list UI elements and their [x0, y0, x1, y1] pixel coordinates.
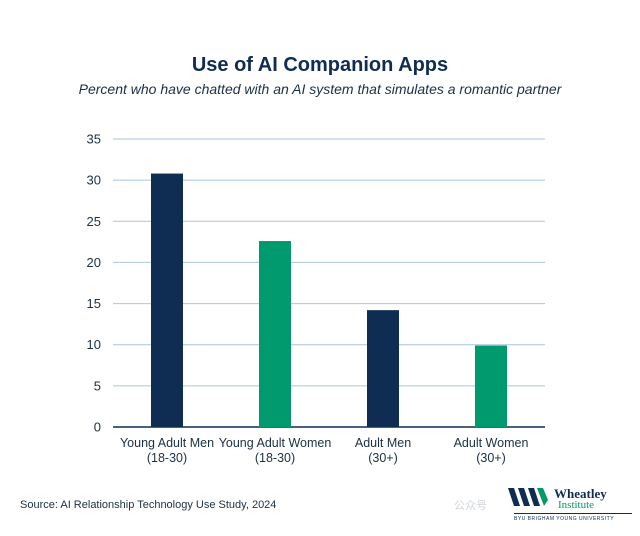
y-tick-label: 10 — [87, 337, 101, 352]
bar-3 — [475, 345, 507, 427]
grid-layer — [113, 138, 545, 428]
logo-divider — [514, 513, 632, 514]
chart-subtitle: Percent who have chatted with an AI syst… — [78, 81, 562, 97]
x-category-label: Adult Women — [454, 436, 529, 450]
x-category-label: Adult Men — [355, 436, 411, 450]
bar-1 — [259, 241, 291, 427]
y-tick-label: 0 — [94, 420, 101, 435]
y-tick-label: 15 — [87, 296, 101, 311]
bar-0 — [151, 173, 183, 427]
logo-name-line1: Wheatley — [554, 486, 607, 501]
source-note: Source: AI Relationship Technology Use S… — [20, 499, 277, 511]
logo-university: BYU BRIGHAM YOUNG UNIVERSITY — [514, 516, 615, 522]
watermark-text: 公众号 — [454, 500, 487, 512]
bar-2 — [367, 310, 399, 427]
wheatley-w-icon — [508, 488, 548, 506]
wheatley-institute-logo: Wheatley Institute BYU BRIGHAM YOUNG UNI… — [506, 486, 632, 522]
x-category-label: (18-30) — [147, 451, 187, 465]
y-tick-label: 5 — [94, 378, 101, 393]
logo-name-line2: Institute — [558, 499, 595, 511]
x-category-label: (30+) — [368, 451, 398, 465]
y-tick-label: 25 — [87, 214, 101, 229]
y-tick-label: 35 — [87, 132, 101, 147]
x-category-label: (30+) — [476, 451, 506, 465]
y-tick-label: 30 — [87, 173, 101, 188]
bar-layer — [151, 173, 507, 427]
x-category-label: Young Adult Men — [120, 436, 214, 450]
x-category-label: Young Adult Women — [219, 436, 332, 450]
x-category-label: (18-30) — [255, 451, 295, 465]
y-tick-label: 20 — [87, 255, 101, 270]
chart-title: Use of AI Companion Apps — [191, 54, 449, 76]
